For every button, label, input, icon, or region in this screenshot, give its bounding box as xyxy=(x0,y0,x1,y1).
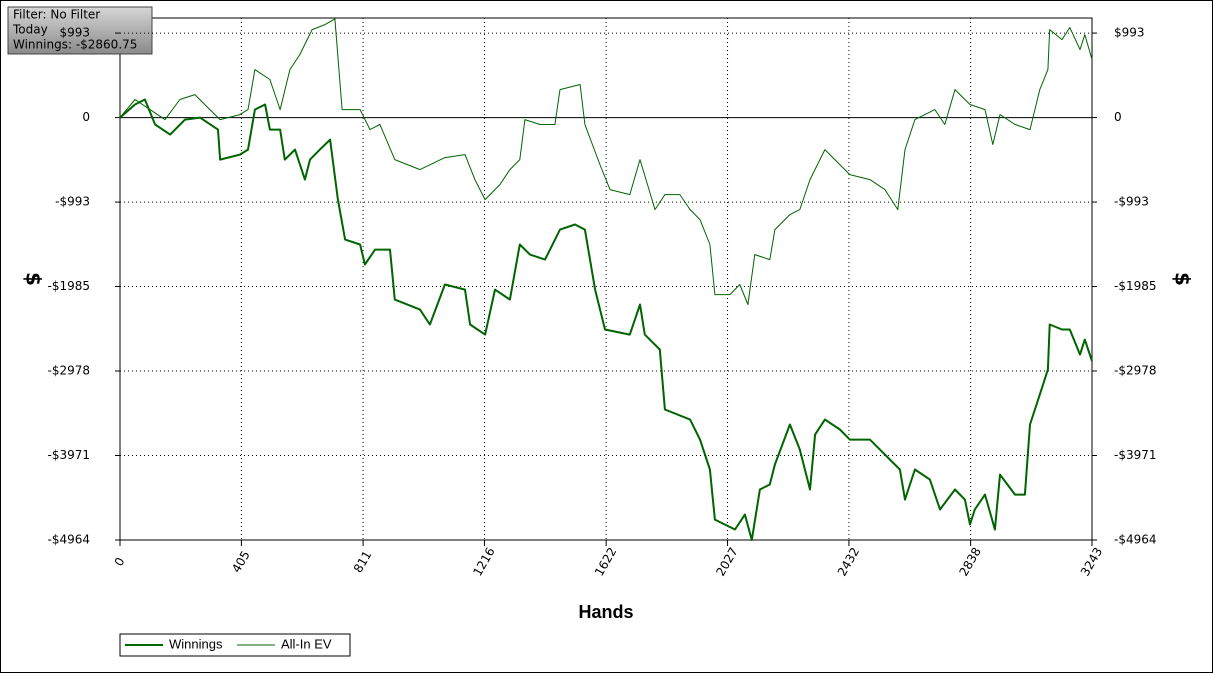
info-text: Today xyxy=(12,23,48,37)
y-tick-label: -$1985 xyxy=(47,279,90,293)
y-tick-label: -$2978 xyxy=(47,363,90,377)
y-tick-label: -$3971 xyxy=(47,448,90,462)
y-tick-label: -$4964 xyxy=(47,533,90,547)
y-tick-label: -$993 xyxy=(55,195,90,209)
line xyxy=(119,18,1093,305)
y2-tick-label: 0 xyxy=(1114,110,1122,124)
info-text: Filter: No Filter xyxy=(13,8,100,22)
info-box xyxy=(7,6,153,55)
legend-label: All-In EV xyxy=(281,636,332,651)
y2-tick-label: -$3971 xyxy=(1114,448,1157,462)
y-axis-label: $ xyxy=(22,272,46,286)
y2-tick-label: -$4964 xyxy=(1114,533,1157,547)
y2-tick-label: -$1985 xyxy=(1114,279,1157,293)
y2-tick-label: -$2978 xyxy=(1114,363,1157,377)
line xyxy=(119,98,1093,541)
y-tick-label: $993 xyxy=(59,26,90,40)
info-text: Winnings: -$2860.75 xyxy=(13,38,137,52)
legend xyxy=(119,633,351,657)
x-axis-label: Hands xyxy=(578,602,633,622)
y2-axis-label: $ xyxy=(1171,272,1195,286)
y2-tick-label: $993 xyxy=(1114,26,1145,40)
legend-label: Winnings xyxy=(169,636,223,651)
y2-tick-label: -$993 xyxy=(1114,195,1149,209)
y-tick-label: 0 xyxy=(82,110,90,124)
